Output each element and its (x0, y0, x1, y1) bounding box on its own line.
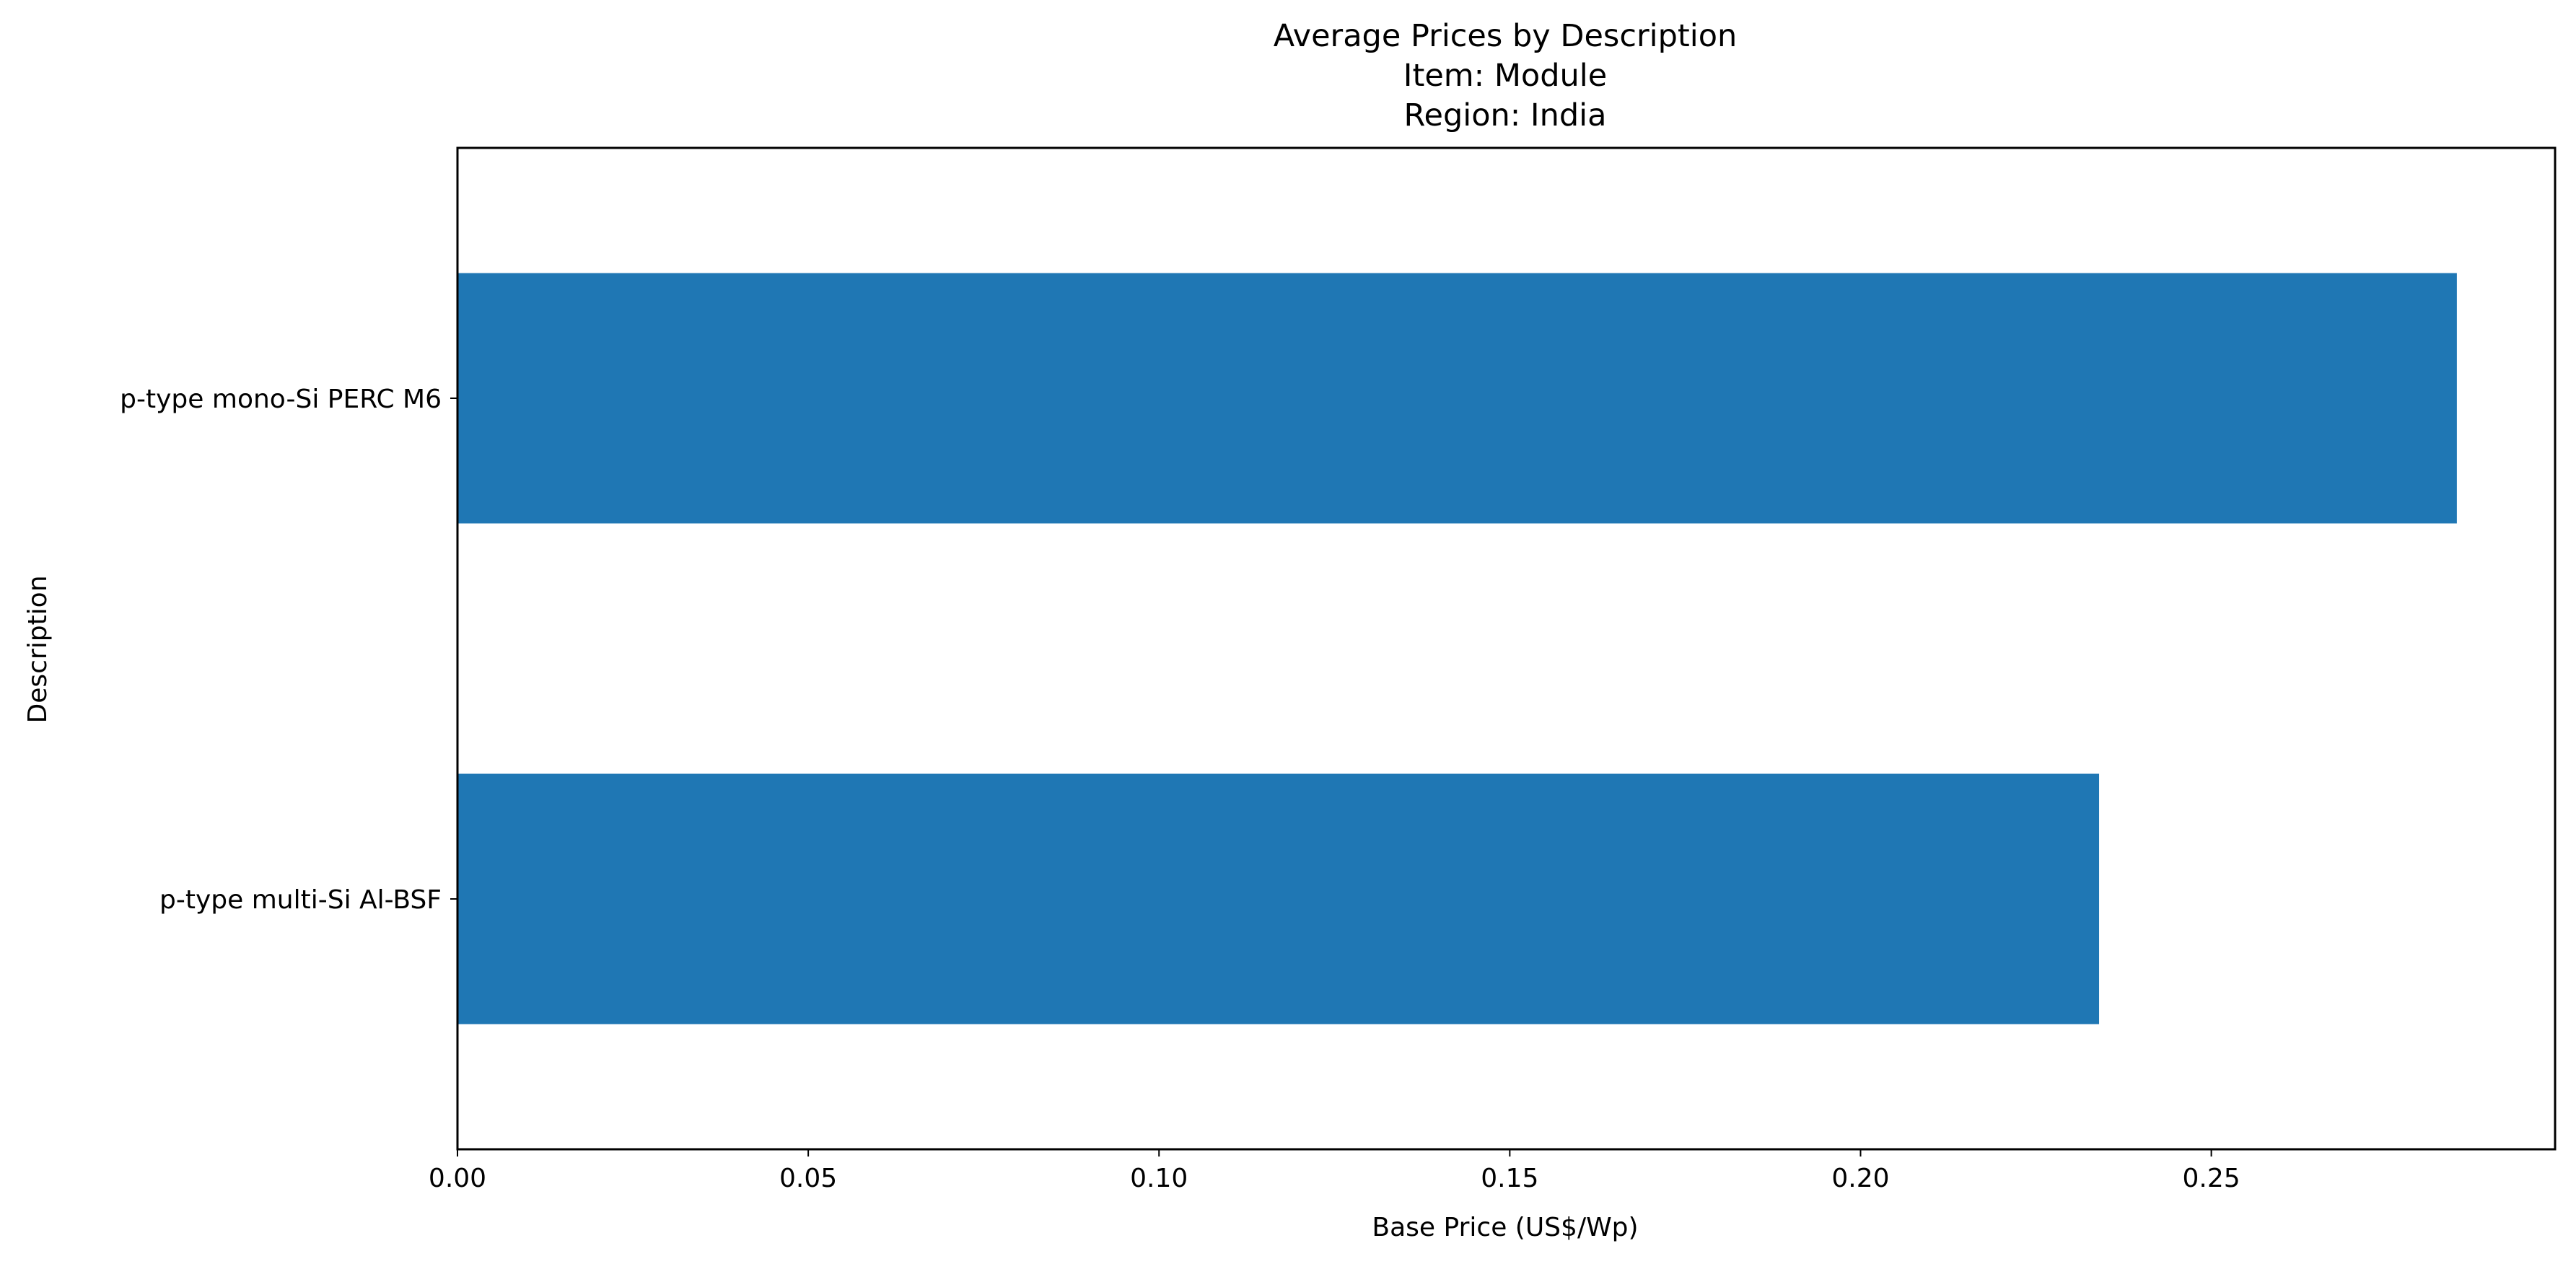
x-axis-ticks: 0.00 0.05 0.10 0.15 0.20 0.25 (429, 1149, 2240, 1193)
plot-frame (456, 146, 2557, 1151)
x-tick-label: 0.00 (429, 1164, 486, 1193)
bar-1 (457, 273, 2457, 524)
chart-title: Average Prices by Description Item: Modu… (1274, 18, 1738, 133)
x-tick-label: 0.25 (2183, 1164, 2240, 1193)
chart-title-line-1: Average Prices by Description (1274, 18, 1738, 54)
y-axis-ticks: p-type mono-Si PERC M6 p-type multi-Si Al… (120, 385, 457, 915)
y-tick-label: p-type mono-Si PERC M6 (120, 385, 442, 414)
bar-2 (457, 773, 2100, 1024)
x-tick-label: 0.10 (1130, 1164, 1188, 1193)
y-tick-label: p-type multi-Si Al-BSF (159, 885, 442, 915)
chart-title-line-3: Region: India (1404, 97, 1607, 133)
x-tick-label: 0.15 (1481, 1164, 1538, 1193)
bars-layer (457, 273, 2457, 1024)
y-axis-label: Description (23, 575, 53, 723)
x-axis-label: Base Price (US$/Wp) (1372, 1213, 1638, 1242)
x-tick-label: 0.20 (1831, 1164, 1889, 1193)
x-tick-label: 0.05 (779, 1164, 837, 1193)
chart-title-line-2: Item: Module (1403, 58, 1607, 94)
